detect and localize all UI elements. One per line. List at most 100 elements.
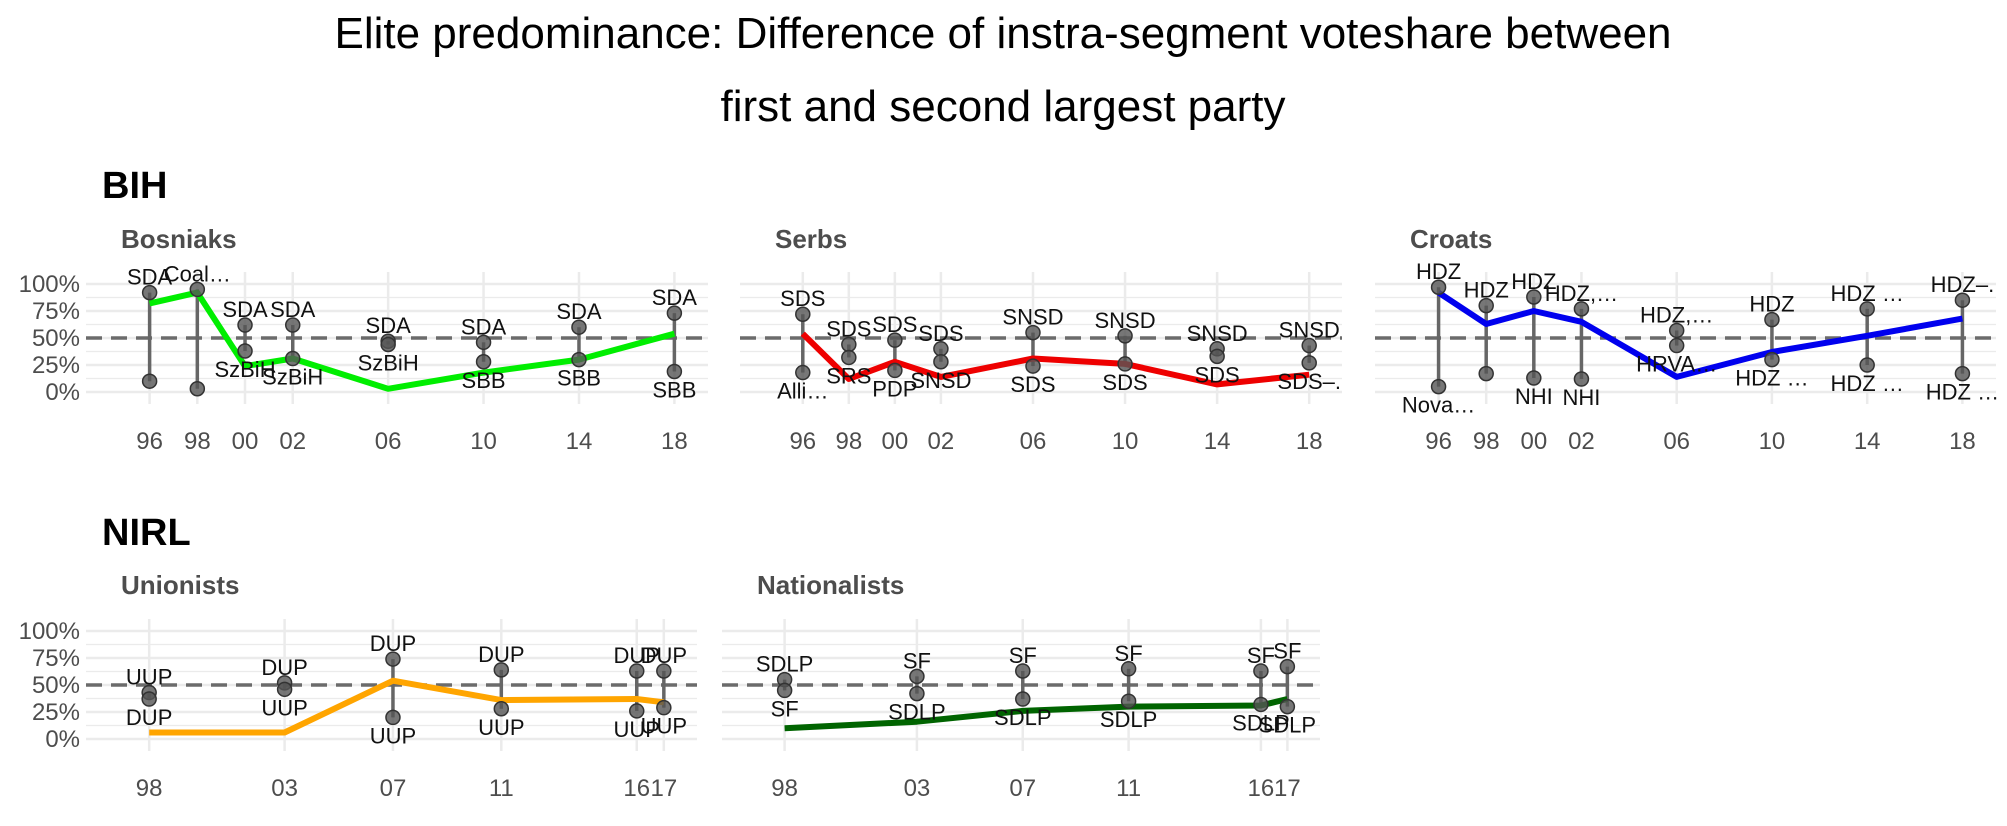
second-party-label: DUP [126,705,172,730]
x-tick-label: 16 [1248,775,1275,802]
x-tick-label: 98 [136,775,163,802]
y-tick-label: 75% [32,645,80,672]
second-party-label: HDZ … [1926,380,1999,405]
first-party-label: HDZ,… [1640,302,1713,327]
x-tick-label: 06 [375,428,402,455]
second-party-label: SDS [1010,372,1055,397]
x-tick-label: 17 [650,775,677,802]
first-party-label: SDS [918,321,963,346]
first-party-point [909,668,925,685]
second-party-point [933,354,949,370]
first-party-label: DUP [261,655,307,680]
second-party-point [141,691,157,707]
second-party-point [1526,370,1542,386]
first-party-point [1279,658,1296,675]
x-tick-label: 98 [835,428,862,455]
first-party-point [1025,324,1041,341]
x-tick-label: 11 [1116,775,1141,802]
x-tick-label: 18 [1296,428,1323,455]
x-tick-label: 00 [1520,428,1547,455]
second-party-point [493,701,510,717]
first-party-label: SNSD [1279,318,1340,343]
second-party-label: HDZ … [1831,371,1904,396]
x-tick-label: 98 [184,428,211,455]
first-party-point [666,305,683,321]
second-party-point [475,354,492,370]
second-party-point [380,336,396,353]
second-party-label: SzBiH [214,357,275,382]
first-party-point [189,281,206,298]
x-tick-label: 06 [1663,428,1690,455]
second-party-label: SDS [1195,362,1240,387]
first-party-label: SDA [461,314,507,339]
second-party-point [141,373,158,389]
second-party-point [284,350,301,367]
second-party-label: SBB [462,368,506,393]
y-tick-label: 50% [32,672,80,699]
second-party-label: NHI [1562,385,1600,410]
first-party-point [237,317,253,333]
second-party-label: SDLP [994,705,1051,730]
second-party-point [1859,357,1875,373]
first-party-label: SDA [556,299,602,324]
first-party-label: SDS [826,316,871,341]
second-party-point [1668,337,1685,354]
section-title-nirl: NIRL [102,512,191,554]
x-tick-label: 07 [380,775,407,802]
second-party-label: SzBiH [262,365,323,390]
first-party-label: Coal… [164,261,231,286]
first-party-point [1764,311,1780,328]
y-tick-label: 25% [32,699,80,726]
first-party-point [1668,322,1685,339]
first-party-point [1253,663,1269,679]
second-party-label: Nova… [1402,393,1475,418]
first-party-point [795,306,811,322]
first-party-label: SF [1273,639,1301,664]
second-party-point [1430,378,1447,395]
first-party-point [1117,328,1133,344]
first-party-point [628,663,645,679]
x-tick-label: 10 [1759,428,1786,455]
first-party-label: SDA [366,313,412,338]
facet-title-serbs: Serbs [775,224,847,254]
x-tick-label: 98 [1473,428,1500,455]
second-party-label: UUP [614,717,660,742]
first-party-label: HDZ,… [1545,281,1618,306]
second-party-label: UUP [478,715,524,740]
second-party-label: SBB [652,377,696,402]
x-tick-label: 03 [904,775,931,802]
x-tick-label: 00 [232,428,259,455]
x-tick-label: 14 [1204,428,1231,455]
x-tick-label: 10 [470,428,497,455]
first-party-label: DUP [614,643,660,668]
first-party-point [475,334,492,351]
first-party-label: SNSD [1187,321,1248,346]
first-party-point [1120,661,1137,677]
first-party-label: HDZ–. [1931,272,1995,297]
second-party-point [887,362,903,379]
second-party-point [1764,351,1780,368]
facet-title-croats: Croats [1410,224,1492,254]
second-party-label: SDLP [1100,707,1157,732]
facet-title-unionists: Unionists [121,570,239,600]
first-party-label: SDA [652,285,698,310]
second-party-point [1015,691,1031,707]
first-party-point [1015,663,1031,679]
x-tick-label: 11 [489,775,514,802]
first-party-label: HDZ … [1831,281,1904,306]
first-party-label: DUP [370,631,416,656]
section-title-bih: BIH [102,165,167,207]
first-party-label: HDZ [1464,278,1509,303]
first-party-label: SDA [222,297,268,322]
second-party-point [795,364,811,381]
second-party-label: SDLP [888,700,945,725]
y-tick-label: 100% [19,618,80,645]
second-party-label: SDS [1102,370,1147,395]
first-party-label: DUP [478,642,524,667]
y-tick-label: 50% [32,325,80,352]
first-party-label: SNSD [1002,305,1063,330]
first-party-point [1301,337,1317,354]
